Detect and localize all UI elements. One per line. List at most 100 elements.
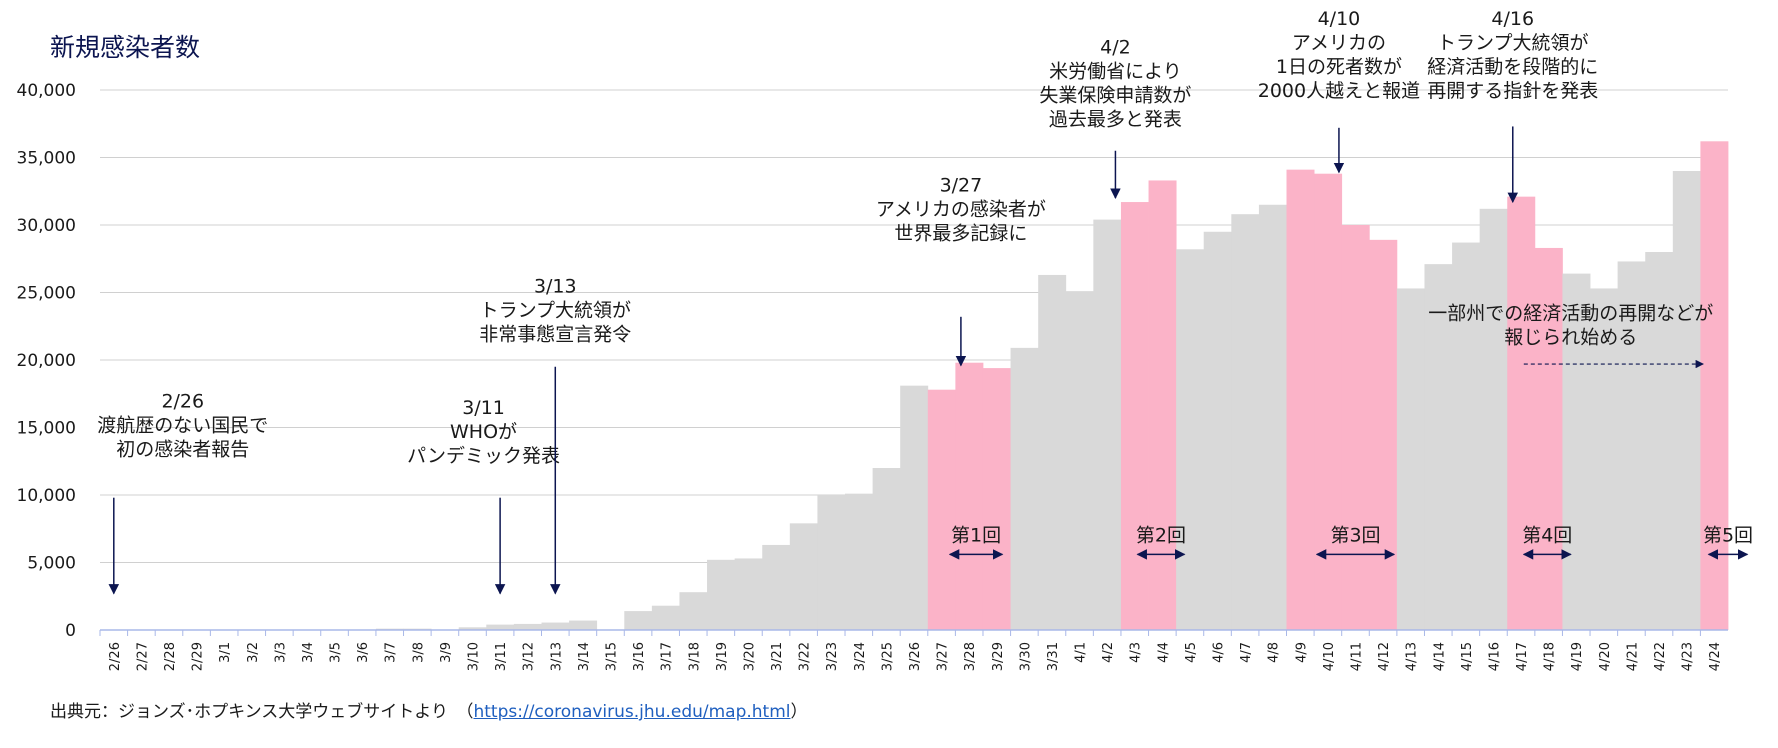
round-label: 第2回 [1136, 525, 1186, 547]
x-tick-label: 3/8 [411, 642, 426, 663]
x-tick-label: 3/20 [742, 642, 757, 671]
x-tick-label: 4/5 [1184, 642, 1199, 663]
bar [927, 389, 956, 630]
bar [1065, 291, 1094, 630]
bar [1534, 247, 1563, 630]
source-link[interactable]: https://coronavirus.jhu.edu/map.html [473, 702, 791, 722]
x-tick-label: 4/3 [1129, 642, 1144, 663]
reopening-note: 一部州での経済活動の再開などが報じられ始める [1428, 303, 1713, 349]
bar [541, 622, 570, 630]
x-tick-label: 3/3 [273, 642, 288, 663]
x-tick-label: 3/28 [963, 642, 978, 671]
x-tick-label: 3/14 [577, 642, 592, 671]
bar [789, 523, 818, 630]
x-tick-label: 3/30 [1018, 642, 1033, 671]
bar [624, 611, 653, 630]
x-tick-label: 3/29 [991, 642, 1006, 671]
x-tick-label: 2/29 [191, 642, 206, 671]
x-tick-label: 4/19 [1570, 642, 1585, 671]
source-note: 出典元：ジョンズ･ホプキンス大学ウェブサイトより （https://corona… [50, 697, 808, 722]
bar [845, 493, 874, 630]
bar [817, 495, 846, 630]
bar [982, 368, 1011, 630]
y-tick-label: 5,000 [27, 554, 76, 574]
x-tick-label: 3/23 [825, 642, 840, 671]
bar [1286, 169, 1315, 630]
x-tick-label: 3/19 [715, 642, 730, 671]
bar [1203, 231, 1232, 630]
bar [1562, 273, 1591, 630]
x-tick-label: 4/18 [1543, 642, 1558, 671]
bar [1700, 141, 1729, 631]
bar [1176, 249, 1205, 631]
bar [872, 468, 901, 630]
bar [1231, 214, 1260, 630]
x-tick-label: 4/2 [1101, 642, 1116, 663]
y-tick-label: 20,000 [17, 351, 76, 371]
x-tick-label: 3/27 [936, 642, 951, 671]
x-tick-label: 3/22 [798, 642, 813, 671]
bar [458, 627, 487, 630]
x-tick-label: 3/2 [246, 642, 261, 663]
new-cases-bar-chart: 0 5,000 10,000 15,000 20,000 25,000 30,000 35,0… [17, 8, 1754, 671]
y-tick-label: 10,000 [17, 486, 76, 506]
x-tick-label: 3/12 [522, 642, 537, 671]
bar [707, 559, 736, 630]
x-tick-label: 3/16 [632, 642, 647, 671]
x-tick-label: 3/25 [880, 642, 895, 671]
x-tick-label: 3/26 [908, 642, 923, 671]
y-tick-label: 40,000 [17, 81, 76, 101]
bar [1617, 261, 1646, 630]
bar [1120, 202, 1149, 631]
x-tick-label: 3/5 [329, 642, 344, 663]
bar [679, 592, 708, 630]
round-label: 第5回 [1703, 525, 1753, 547]
bar [1341, 225, 1370, 630]
x-tick-label: 3/31 [1046, 642, 1061, 671]
x-tick-label: 3/11 [494, 642, 509, 671]
x-tick-label: 4/14 [1432, 642, 1447, 671]
bar [1369, 239, 1398, 630]
y-tick-label: 15,000 [17, 419, 76, 439]
x-tick-label: 4/12 [1377, 642, 1392, 671]
x-tick-label: 3/18 [687, 642, 702, 671]
x-tick-label: 4/11 [1349, 642, 1364, 671]
event-annotation: 4/10 アメリカの 1日の死者数が 2000人越えと報道 [1258, 8, 1420, 102]
bar [900, 385, 929, 630]
bar [734, 558, 763, 630]
y-tick-label: 0 [65, 621, 76, 641]
x-tick-label: 3/1 [218, 642, 233, 663]
x-tick-label: 4/4 [1156, 642, 1171, 663]
x-tick-label: 3/17 [660, 642, 675, 671]
chart-title: 新規感染者数 [50, 33, 201, 62]
bar [1424, 264, 1453, 630]
x-tick-label: 4/16 [1487, 642, 1502, 671]
bar [1507, 196, 1536, 630]
event-annotation: 4/2 米労働省により失業保険申請数が過去最多と発表 [1039, 37, 1191, 131]
x-tick-label: 4/23 [1681, 642, 1696, 671]
source-suffix: ） [790, 702, 808, 722]
x-tick-label: 4/7 [1239, 642, 1254, 663]
bar [1452, 242, 1481, 631]
bar [1590, 288, 1619, 630]
x-tick-label: 3/13 [549, 642, 564, 671]
bar [569, 620, 598, 630]
x-tick-label: 4/21 [1625, 642, 1640, 671]
x-tick-label: 2/26 [108, 642, 123, 671]
x-tick-label: 4/1 [1074, 642, 1089, 663]
y-tick-label: 35,000 [17, 149, 76, 169]
bar [1396, 288, 1425, 630]
bar [1479, 208, 1508, 631]
x-tick-label: 3/10 [467, 642, 482, 671]
round-label: 第3回 [1330, 525, 1380, 547]
event-annotation: 2/26 渡航歴のない国民で初の感染者報告 [97, 390, 268, 460]
event-annotation: 4/16 トランプ大統領が経済活動を段階的に再開する指針を発表 [1427, 8, 1598, 102]
x-tick-label: 4/10 [1322, 642, 1337, 671]
event-annotation: 3/27 アメリカの感染者が世界最多記録に [876, 174, 1046, 244]
x-tick-label: 3/7 [384, 642, 399, 663]
x-tick-label: 3/9 [439, 642, 454, 663]
x-tick-label: 2/28 [163, 642, 178, 671]
bar [1010, 347, 1039, 630]
x-tick-label: 3/24 [853, 642, 868, 671]
bar [1645, 252, 1674, 630]
